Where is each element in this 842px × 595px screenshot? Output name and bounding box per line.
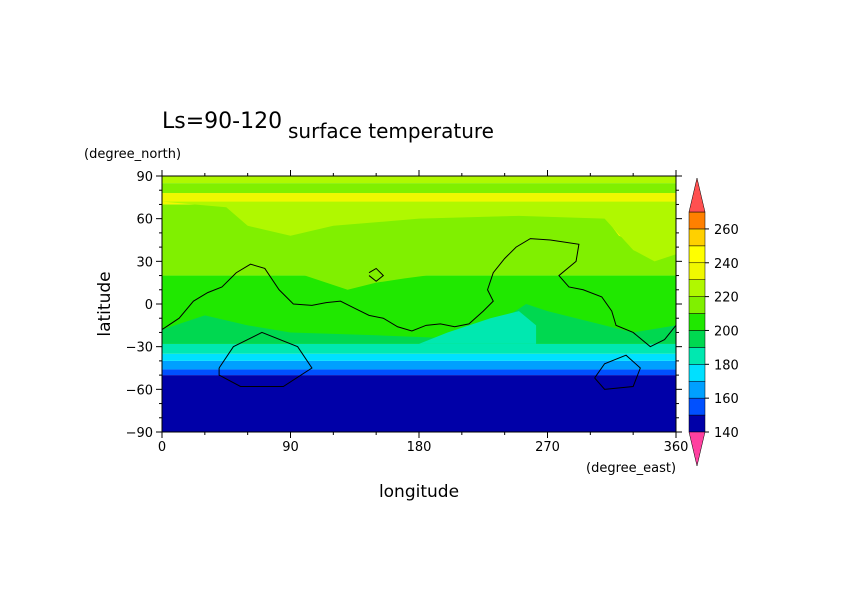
colorbar-box bbox=[688, 279, 706, 297]
colorbar-box bbox=[688, 414, 706, 433]
heat-band bbox=[162, 176, 676, 184]
heat-band bbox=[162, 360, 676, 370]
y-tick-label: 60 bbox=[136, 213, 153, 228]
colorbar-box bbox=[688, 228, 706, 247]
colorbar-box bbox=[688, 296, 706, 314]
colorbar-box bbox=[688, 245, 706, 264]
colorbar-tick-label: 140 bbox=[714, 426, 739, 441]
y-tick-label: 30 bbox=[136, 255, 153, 270]
y-tick-label: −60 bbox=[126, 383, 153, 398]
chart-title: surface temperature bbox=[288, 119, 494, 143]
colorbar-box bbox=[688, 397, 706, 416]
chart-subtitle: Ls=90-120 bbox=[162, 109, 282, 134]
y-tick-label: 0 bbox=[145, 298, 153, 313]
colorbar: 140 160 180 200 220 240 260 bbox=[688, 177, 739, 467]
colorbar-over-arrow bbox=[688, 177, 706, 213]
y-axis-label: latitude bbox=[95, 271, 115, 336]
y-tick-label: 90 bbox=[136, 170, 153, 185]
heat-region bbox=[162, 201, 676, 262]
heat-region bbox=[419, 311, 537, 344]
heat-band bbox=[162, 369, 676, 376]
contour-line bbox=[368, 267, 385, 282]
contour-line bbox=[162, 238, 676, 348]
heat-band bbox=[162, 183, 676, 194]
heat-band bbox=[162, 343, 676, 354]
colorbar-tick-label: 260 bbox=[714, 223, 739, 238]
x-tick-label: 270 bbox=[535, 440, 560, 455]
x-axis-ticks: 0 90 180 270 360 bbox=[158, 170, 689, 455]
x-tick-label: 0 bbox=[158, 440, 166, 455]
colorbar-box bbox=[688, 211, 706, 230]
colorbar-tick-label: 160 bbox=[714, 392, 739, 407]
colorbar-box bbox=[688, 262, 706, 280]
y-tick-label: −90 bbox=[126, 426, 153, 441]
heat-band bbox=[162, 375, 676, 432]
contour-layer bbox=[162, 238, 676, 390]
colorbar-box bbox=[688, 313, 706, 331]
colorbar-tick-label: 200 bbox=[714, 324, 739, 339]
heat-region bbox=[162, 304, 676, 344]
y-axis-ticks: −90 −60 −30 0 30 60 90 bbox=[126, 170, 682, 441]
heat-band bbox=[162, 353, 676, 361]
colorbar-box bbox=[688, 330, 706, 348]
colorbar-box bbox=[688, 380, 706, 399]
x-axis-label: longitude bbox=[379, 482, 459, 502]
colorbar-box bbox=[688, 364, 706, 382]
plot-area: 0 90 180 270 360 −90 −60 −30 0 30 60 90 bbox=[126, 170, 689, 455]
x-unit-label: (degree_east) bbox=[586, 461, 676, 476]
x-tick-label: 180 bbox=[407, 440, 432, 455]
colorbar-tick-label: 180 bbox=[714, 358, 739, 373]
heatmap-layer bbox=[162, 176, 676, 432]
contour-line bbox=[218, 331, 313, 387]
colorbar-box bbox=[688, 347, 706, 365]
contour-line bbox=[594, 354, 641, 390]
y-unit-label: (degree_north) bbox=[84, 147, 181, 162]
colorbar-tick-label: 220 bbox=[714, 291, 739, 306]
colorbar-tick-label: 240 bbox=[714, 257, 739, 272]
x-tick-label: 90 bbox=[282, 440, 299, 455]
colorbar-under-arrow bbox=[688, 431, 706, 467]
heat-region bbox=[162, 254, 676, 290]
y-tick-label: −30 bbox=[126, 341, 153, 356]
x-tick-label: 360 bbox=[664, 440, 689, 455]
